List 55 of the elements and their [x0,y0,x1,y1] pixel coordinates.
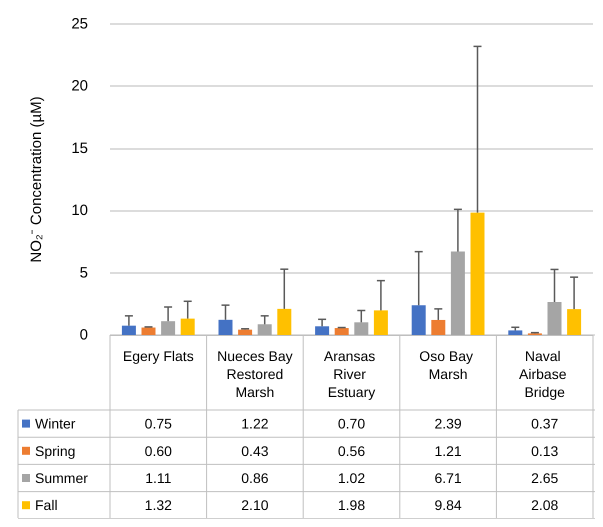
data-label: 2.08 [531,497,559,514]
data-label: 1.02 [338,470,366,486]
data-label: 0.43 [241,442,269,459]
bar [277,308,292,335]
x-tick-label: Oso Bay Marsh [419,348,477,382]
data-label: 1.98 [338,497,366,514]
x-tick-label: Nueces Bay Restored Marsh [217,348,293,400]
bar [180,318,195,335]
y-tick-label: 10 [71,202,88,220]
data-label: 6.71 [434,470,462,486]
data-label: 0.60 [144,442,172,459]
bar [470,212,484,335]
legend-label: Fall [35,497,58,514]
bar [374,310,388,335]
bar [567,309,582,335]
bar [258,324,272,335]
x-tick-label: Naval Airbase Bridge [519,348,570,400]
data-label: 2.39 [434,416,462,432]
y-tick-label: 0 [80,326,88,344]
data-label: 2.10 [241,497,269,514]
data-label: 1.21 [434,442,462,459]
data-label: 0.75 [144,416,172,432]
legend-label: Spring [35,442,76,459]
y-tick-label: 5 [80,264,88,282]
bar [218,320,232,335]
data-label: 9.84 [434,497,462,514]
y-tick-label: 25 [71,16,88,32]
data-label: 0.70 [338,416,366,432]
bar [334,328,349,335]
data-label: 0.86 [241,470,269,486]
x-tick-label: Egery Flats [122,348,194,364]
data-label: 0.56 [338,442,366,459]
bar [354,322,368,335]
bar [142,328,156,335]
bar [412,305,426,335]
data-label: 0.37 [531,416,559,432]
bar [431,320,446,335]
legend-label: Winter [35,416,76,432]
legend-label: Summer [35,470,88,486]
data-label: 1.32 [144,497,172,514]
x-tick-label: Aransas River Estuary [324,348,380,400]
bar [508,330,522,335]
y-axis-title: NO₂⁻ Concentration (µM) [28,96,45,263]
data-label: 1.11 [145,470,172,486]
bar [238,330,252,335]
data-label: 2.65 [531,470,559,486]
bar [161,321,176,335]
bar [315,326,330,335]
data-label: 1.22 [241,416,269,432]
bar [548,302,562,335]
bar [450,252,465,335]
y-tick-label: 20 [71,78,88,95]
data-label: 0.13 [531,442,559,459]
bar [122,326,136,335]
y-tick-label: 15 [71,140,88,157]
